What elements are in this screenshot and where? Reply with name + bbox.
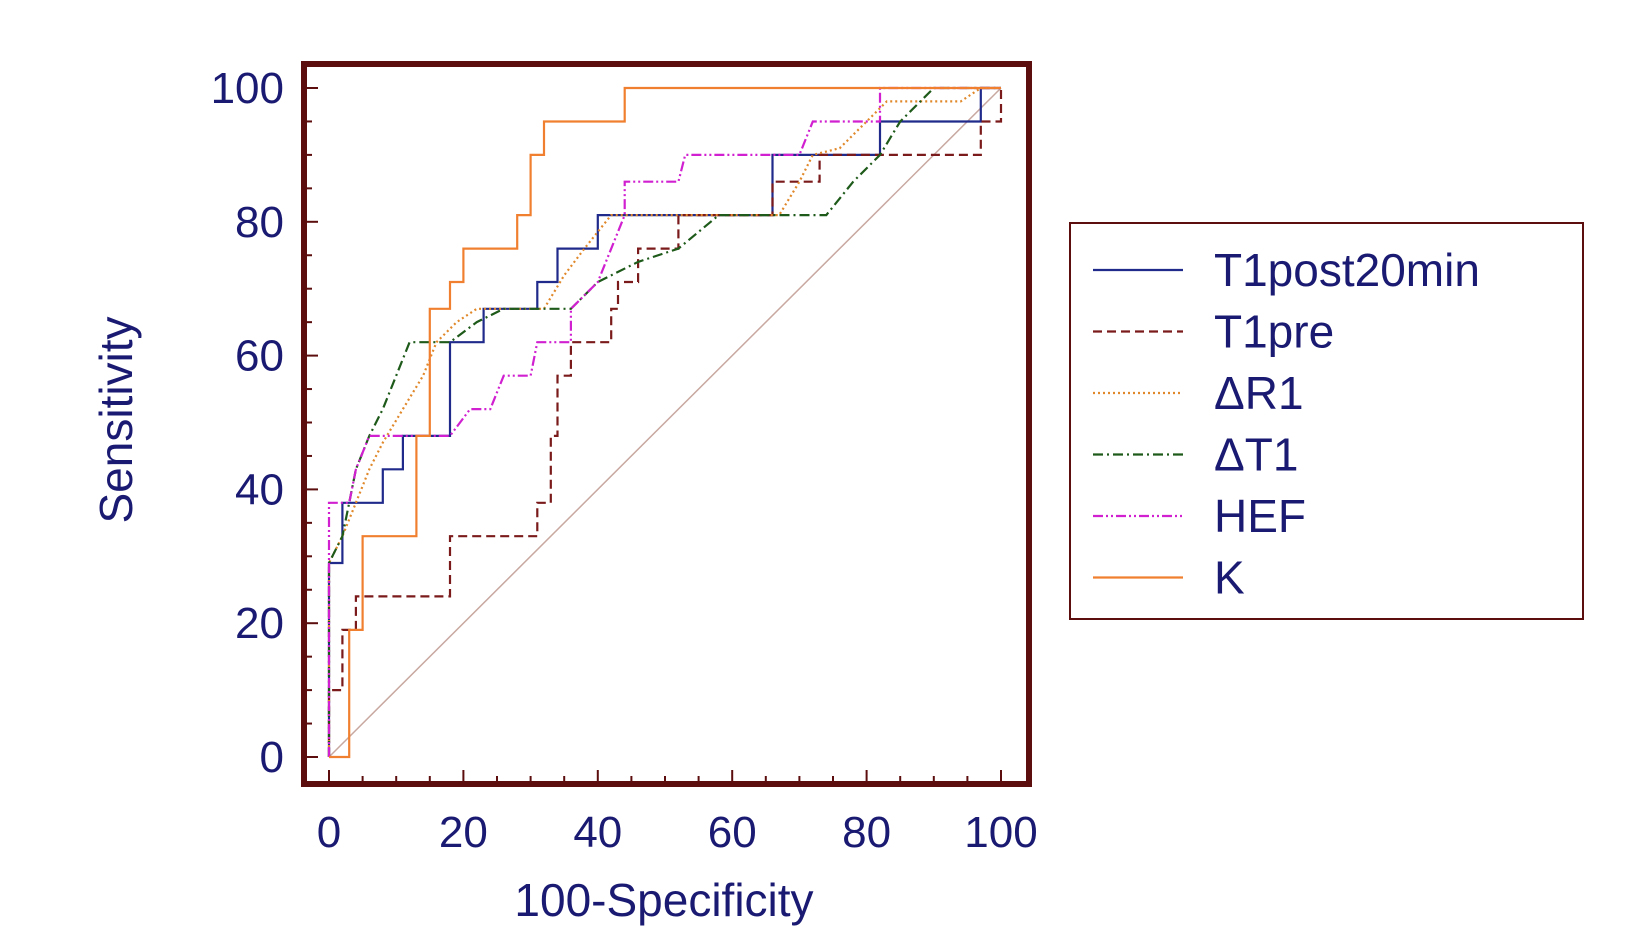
legend-label-ΔR1: ΔR1 bbox=[1214, 367, 1304, 419]
plot-frame bbox=[301, 61, 1032, 787]
series-line-K bbox=[329, 86, 1001, 759]
x-tick-label-60: 60 bbox=[708, 808, 757, 857]
series-line-HEF bbox=[327, 86, 1001, 757]
legend-label-K: K bbox=[1214, 552, 1245, 604]
reference-line bbox=[328, 87, 1002, 758]
legend: T1post20min T1pre ΔR1 ΔT1 HEF K bbox=[1093, 244, 1480, 604]
x-tick-label-80: 80 bbox=[842, 808, 891, 857]
x-tick-label-0: 0 bbox=[317, 808, 341, 857]
legend-box bbox=[1069, 222, 1584, 620]
y-tick-label-20: 20 bbox=[235, 599, 284, 648]
roc-series bbox=[327, 86, 1003, 759]
x-axis-title: 100-Specificity bbox=[514, 874, 813, 926]
y-tick-label-0: 0 bbox=[260, 733, 284, 782]
reference-diagonal bbox=[328, 87, 1002, 758]
y-tick-label-60: 60 bbox=[235, 332, 284, 381]
legend-label-T1pre: T1pre bbox=[1214, 306, 1334, 358]
x-tick-label-20: 20 bbox=[439, 808, 488, 857]
series-line-T1pre bbox=[327, 88, 1003, 757]
x-tick-label-40: 40 bbox=[573, 808, 622, 857]
y-tick-label-80: 80 bbox=[235, 198, 284, 247]
x-tick-label-100: 100 bbox=[964, 808, 1037, 857]
legend-label-T1post20min: T1post20min bbox=[1214, 244, 1480, 296]
series-line-ΔR1 bbox=[327, 86, 1001, 757]
legend-label-HEF: HEF bbox=[1214, 490, 1306, 542]
legend-label-ΔT1: ΔT1 bbox=[1214, 429, 1298, 481]
y-tick-label-40: 40 bbox=[235, 465, 284, 514]
axis-tick-labels: 0 20 40 60 80 100 0 20 40 60 80 100 bbox=[211, 64, 1038, 857]
y-tick-label-100: 100 bbox=[211, 64, 284, 113]
axis-ticks bbox=[304, 87, 1002, 784]
y-axis-title: Sensitivity bbox=[90, 316, 142, 523]
